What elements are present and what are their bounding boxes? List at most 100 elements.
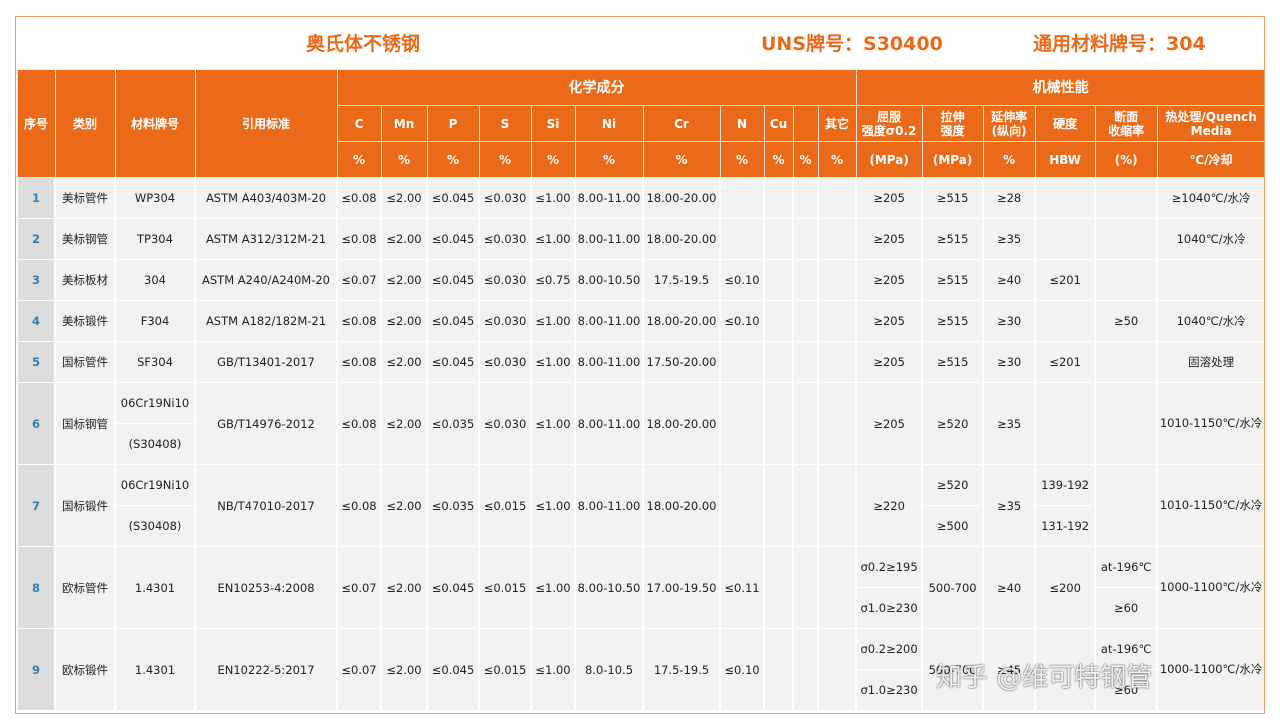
- unit-elongation: %: [982, 141, 1036, 178]
- row-yield: ≥205: [855, 300, 924, 342]
- row-other: [816, 177, 858, 219]
- col-ni: Ni: [574, 105, 644, 142]
- table-row-continuation: (S30408) ≥500 131-192: [17, 505, 1264, 547]
- row-tensile: ≥520: [921, 382, 985, 465]
- row-blank: [792, 300, 819, 342]
- row-si: ≤1.00: [530, 382, 576, 465]
- row-mn: ≤2.00: [380, 300, 428, 342]
- row-elongation: ≥28: [982, 177, 1037, 219]
- unit-reduction: (%): [1094, 141, 1158, 178]
- row-c: ≤0.08: [336, 300, 382, 342]
- row-blank: [792, 546, 819, 629]
- unit-cr: %: [642, 141, 721, 178]
- spec-table: 序号 类别 材料牌号 引用标准 化学成分 机械性能 C Mn P S Si Ni…: [16, 69, 1264, 711]
- row-grade: 304: [114, 259, 196, 301]
- row-si: ≤1.00: [530, 464, 576, 547]
- row-hardness: ≤201: [1034, 259, 1097, 301]
- col-cr: Cr: [642, 105, 721, 142]
- col-category: 类别: [54, 69, 116, 178]
- row-blank: [792, 259, 819, 301]
- row-category: 欧标锻件: [54, 628, 116, 711]
- unit-si: %: [530, 141, 576, 178]
- row-c: ≤0.07: [336, 628, 382, 711]
- row-seq: 5: [16, 341, 56, 383]
- row-standard: ASTM A182/182M-21: [194, 300, 338, 342]
- row-other: [816, 382, 858, 465]
- row-p: ≤0.045: [426, 259, 480, 301]
- row-si: ≤1.00: [530, 341, 576, 383]
- row-tensile: ≥515: [921, 341, 985, 383]
- row-cr: 17.5-19.5: [642, 628, 721, 711]
- row-reduction: [1094, 464, 1159, 547]
- row-hardness: [1034, 382, 1097, 465]
- table-row: 8 欧标管件 1.4301 EN10253-4:2008 ≤0.07 ≤2.00 ≤0.04…: [16, 546, 1264, 629]
- row-hardness: ≤200: [1034, 546, 1097, 629]
- row-ni: 8.00-11.00: [574, 218, 644, 260]
- row-yield: σ0.2≥195: [855, 546, 924, 588]
- unit-blank: %: [792, 141, 819, 178]
- table-row: 5 国标管件 SF304 GB/T13401-2017 ≤0.08 ≤2.00 ≤0.045…: [16, 341, 1264, 383]
- row-hardness: 131-192: [1034, 505, 1097, 547]
- row-category: 美标板材: [54, 259, 116, 301]
- table-row: 7 国标锻件 06Cr19Ni10 NB/T47010-2017 ≤0.08 ≤2.00 ≤…: [16, 464, 1264, 547]
- row-si: ≤1.00: [530, 300, 576, 342]
- row-hardness: 139-192: [1034, 464, 1097, 506]
- row-p: ≤0.045: [426, 177, 480, 219]
- spec-table-body: 1 美标管件 WP304 ASTM A403/403M-20 ≤0.08 ≤2.00 ≤0.…: [16, 177, 1264, 711]
- unit-heat-treatment: ℃/冷却: [1156, 141, 1264, 178]
- row-c: ≤0.08: [336, 382, 382, 465]
- row-hardness: [1034, 218, 1097, 260]
- row-yield: ≥205: [855, 259, 924, 301]
- row-heat-treatment: 固溶处理: [1156, 341, 1264, 383]
- row-grade: TP304: [114, 218, 196, 260]
- table-row: 4 美标锻件 F304 ASTM A182/182M-21 ≤0.08 ≤2.00 ≤0.0…: [16, 300, 1264, 342]
- unit-yield: (MPa): [855, 141, 923, 178]
- row-other: [816, 546, 858, 629]
- row-heat-treatment: 1040℃/水冷: [1156, 300, 1264, 342]
- row-hardness: [1034, 177, 1097, 219]
- row-reduction: ≥50: [1094, 300, 1159, 342]
- tensile-label-2: 强度: [940, 123, 965, 138]
- row-elongation: ≥35: [982, 464, 1037, 547]
- row-category: 国标钢管: [54, 382, 116, 465]
- col-si: Si: [530, 105, 576, 142]
- row-other: [816, 300, 858, 342]
- row-c: ≤0.08: [336, 177, 382, 219]
- row-p: ≤0.045: [426, 218, 480, 260]
- row-blank: [792, 218, 819, 260]
- row-elongation: ≥30: [982, 300, 1037, 342]
- row-other: [816, 464, 858, 547]
- row-grade: 06Cr19Ni10: [114, 464, 196, 506]
- row-heat-treatment: ≥1040℃/水冷: [1156, 177, 1264, 219]
- spec-sheet: 奥氏体不锈钢 UNS牌号：S30400 通用材料牌号：304 序号 类别 材料牌…: [15, 16, 1265, 714]
- row-si: ≤1.00: [530, 628, 576, 711]
- unit-tensile: (MPa): [921, 141, 984, 178]
- row-tensile: 500-700: [921, 628, 985, 711]
- row-si: ≤0.75: [530, 259, 576, 301]
- uns-designation: UNS牌号：S30400: [761, 33, 943, 55]
- row-seq: 1: [16, 177, 56, 219]
- unit-mn: %: [380, 141, 428, 178]
- title-bar: 奥氏体不锈钢 UNS牌号：S30400 通用材料牌号：304: [16, 17, 1264, 69]
- row-p: ≤0.035: [426, 464, 480, 547]
- row-standard: ASTM A312/312M-21: [194, 218, 338, 260]
- row-hardness: [1034, 300, 1097, 342]
- reduction-label-1: 断面: [1114, 109, 1139, 124]
- heat-label-2: Media: [1190, 123, 1232, 138]
- row-p: ≤0.045: [426, 628, 480, 711]
- row-standard: GB/T13401-2017: [194, 341, 338, 383]
- row-n: ≤0.10: [719, 259, 765, 301]
- col-elongation: 延伸率 (纵向): [982, 105, 1036, 142]
- row-ni: 8.00-11.00: [574, 382, 644, 465]
- row-tensile: ≥515: [921, 177, 985, 219]
- row-p: ≤0.035: [426, 382, 480, 465]
- row-ni: 8.00-11.00: [574, 464, 644, 547]
- row-reduction: [1094, 259, 1159, 301]
- row-reduction: [1094, 177, 1159, 219]
- row-c: ≤0.08: [336, 218, 382, 260]
- row-cu: [763, 300, 794, 342]
- col-heat-treatment: 热处理/Quench Media: [1156, 105, 1264, 142]
- row-cr: 18.00-20.00: [642, 218, 721, 260]
- row-s: ≤0.030: [478, 341, 532, 383]
- table-row: 6 国标钢管 06Cr19Ni10 GB/T14976-2012 ≤0.08 ≤2.00 ≤…: [16, 382, 1264, 465]
